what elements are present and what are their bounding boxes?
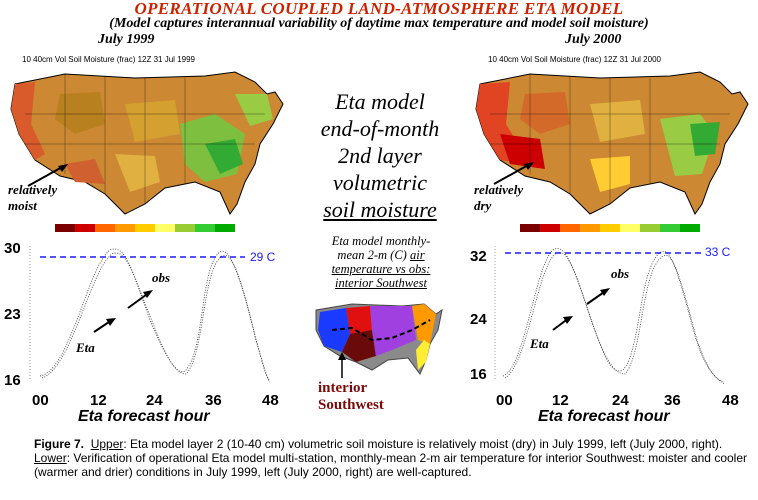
region-label-line-1: interior <box>318 380 368 396</box>
left-ytick-3: 16 <box>4 372 21 389</box>
right-colorbar <box>520 224 700 232</box>
right-eta-label: Eta <box>530 336 549 351</box>
region-label-line-2: Southwest <box>318 397 384 413</box>
right-map-arrow <box>493 162 534 185</box>
center-title-line-1: Eta model <box>335 89 425 114</box>
right-xtick-1: 00 <box>496 392 513 409</box>
right-obs-label: obs <box>611 266 630 281</box>
left-xtick-2: 12 <box>90 392 107 409</box>
left-map-header: 10 40cm Vol Soil Moisture (frac) 12Z 31 … <box>22 55 195 64</box>
right-temperature-chart <box>494 246 726 385</box>
right-ytick-1: 32 <box>470 248 487 265</box>
caption-lower-text: : Verification of operational Eta model … <box>34 451 747 479</box>
right-xlabel: Eta forecast hour <box>538 408 670 425</box>
right-map-annotation-2: dry <box>474 198 492 213</box>
right-xtick-2: 12 <box>552 392 569 409</box>
left-eta-label: Eta <box>76 340 95 355</box>
right-year: July 2000 <box>565 32 622 47</box>
right-xtick-3: 24 <box>612 392 629 409</box>
left-ytick-1: 30 <box>4 240 21 257</box>
right-ytick-2: 24 <box>470 311 487 328</box>
center-sub-line-1: Eta model monthly- <box>331 234 431 248</box>
left-map-annotation-1: relatively <box>8 182 58 197</box>
center-sub-air: air <box>409 248 425 262</box>
left-ytick-2: 23 <box>4 306 21 323</box>
figure-subtitle: (Model captures interannual variability … <box>109 16 649 31</box>
center-title-line-3: 2nd layer <box>338 143 422 168</box>
left-soil-moisture-map <box>5 64 287 224</box>
right-ytick-3: 16 <box>470 366 487 383</box>
center-title-underlined: soil moisture <box>323 197 437 222</box>
right-eta-curve <box>504 252 726 385</box>
left-xtick-5: 48 <box>262 392 279 409</box>
center-subtitle: Eta model monthly- mean 2-m (C) air temp… <box>300 234 462 290</box>
right-map-header: 10 40cm Vol Soil Moisture (frac) 12Z 31 … <box>488 55 661 64</box>
left-xtick-3: 24 <box>146 392 163 409</box>
left-temperature-chart <box>29 246 271 383</box>
left-colorbar <box>55 224 235 232</box>
center-title-line-4: volumetric <box>332 170 428 195</box>
caption-lower: Lower <box>34 451 67 465</box>
left-obs-label: obs <box>152 270 171 285</box>
center-title: Eta model end-of-month 2nd layer volumet… <box>300 88 460 223</box>
left-obs-curve <box>39 248 271 382</box>
right-soil-moisture-map <box>470 64 752 224</box>
figure-title: OPERATIONAL COUPLED LAND-ATMOSPHERE ETA … <box>134 0 624 18</box>
center-sub-line-4: interior Southwest <box>334 276 428 290</box>
left-eta-curve <box>41 252 271 383</box>
right-ref-label: 33 C <box>705 245 731 259</box>
region-map <box>315 303 443 378</box>
left-xtick-1: 00 <box>32 392 49 409</box>
right-map-annotation-1: relatively <box>474 182 524 197</box>
caption-upper-text: : Eta model layer 2 (10-40 cm) volumetri… <box>123 437 723 451</box>
center-title-line-2: end-of-month <box>320 116 440 141</box>
caption-fig: Figure 7. <box>34 437 85 451</box>
figure-caption: Figure 7. Upper: Eta model layer 2 (10-4… <box>34 437 754 479</box>
left-year: July 1999 <box>98 32 155 47</box>
left-xlabel: Eta forecast hour <box>78 408 210 425</box>
right-xtick-4: 36 <box>664 392 681 409</box>
region-label: interior Southwest <box>318 380 438 414</box>
left-map-arrow <box>27 164 68 187</box>
center-sub-line-3: temperature vs obs: <box>331 262 431 276</box>
left-ref-label: 29 C <box>250 250 276 264</box>
left-map-annotation-2: moist <box>8 198 37 213</box>
right-xtick-5: 48 <box>722 392 739 409</box>
caption-upper: Upper <box>90 437 124 451</box>
center-sub-line-2: mean 2-m (C) <box>337 248 410 262</box>
left-xtick-4: 36 <box>205 392 222 409</box>
